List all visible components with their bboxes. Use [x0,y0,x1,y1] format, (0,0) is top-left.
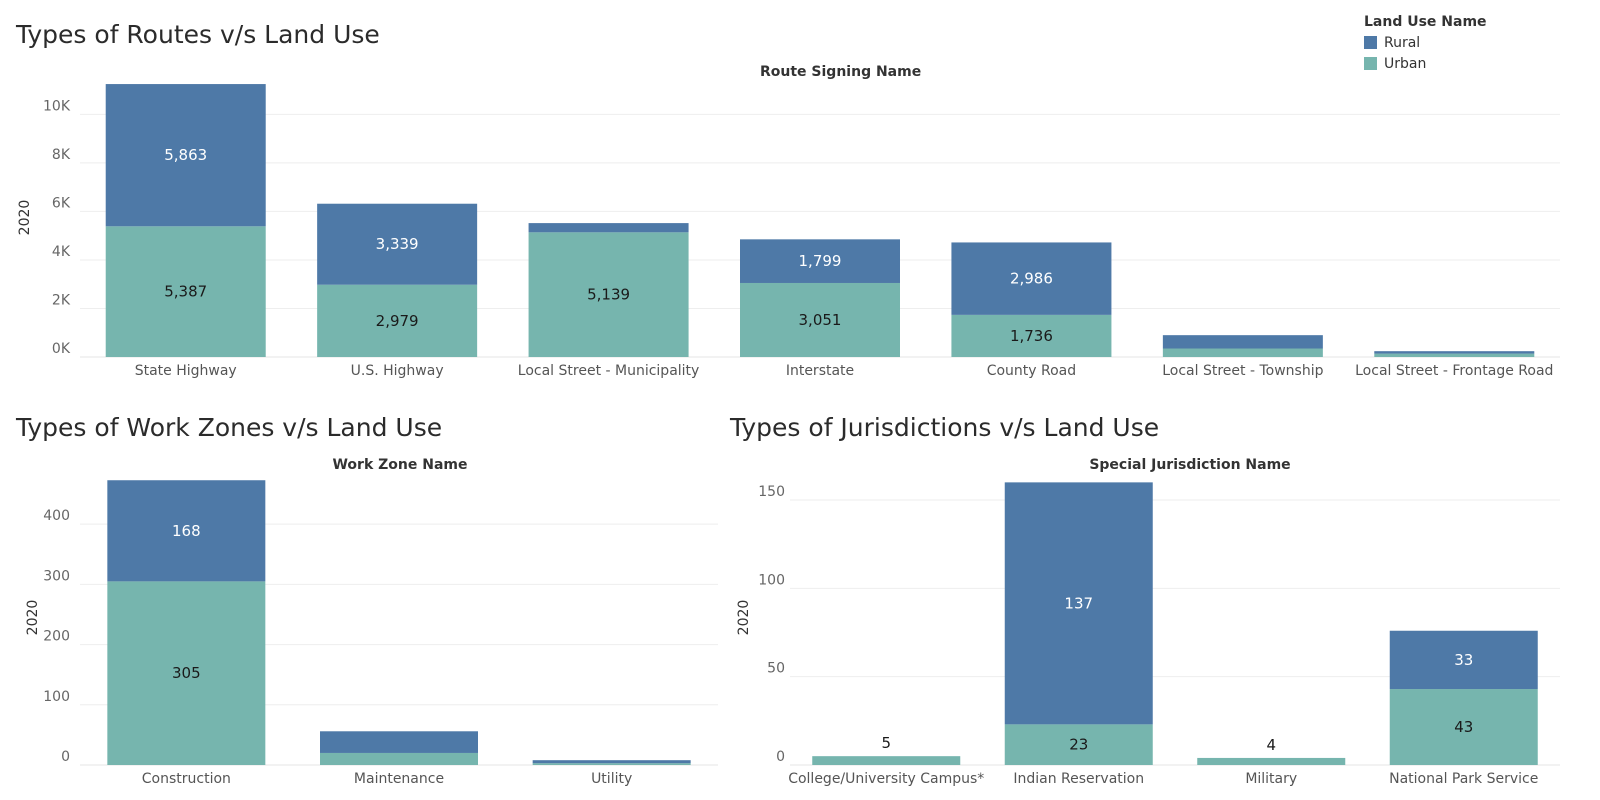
jurisdictions-category-label: National Park Service [1389,771,1538,787]
routes-category-label: Local Street - Municipality [518,363,700,379]
routes-bar-rural[interactable] [740,239,900,283]
workzones-ytick-label: 0 [61,749,70,765]
workzones-bar-rural[interactable] [320,731,478,753]
routes-column-header: Route Signing Name [760,64,922,80]
jurisdictions-category-label: College/University Campus* [788,771,984,787]
routes-category-label: County Road [987,363,1076,379]
routes-bar-rural[interactable] [951,242,1112,315]
workzones-category-label: Utility [591,771,632,787]
routes-category-label: Local Street - Frontage Road [1355,363,1553,379]
jurisdictions-ytick-label: 150 [758,484,785,500]
workzones-category-label: Construction [142,771,231,787]
jurisdictions-bar-rural[interactable] [1389,630,1538,690]
jurisdictions-ytick-label: 100 [758,572,785,588]
routes-bar-rural[interactable] [1162,335,1323,349]
workzones-bar-rural[interactable] [107,480,266,582]
jurisdictions-bar-urban[interactable] [1389,689,1538,765]
legend-label-urban: Urban [1384,55,1427,72]
legend-item-urban[interactable]: Urban [1364,53,1487,74]
jurisdictions-y-axis-title: 2020 [736,600,752,636]
routes-bar-urban[interactable] [1374,353,1535,357]
jurisdictions-data-label-urban: 43 [1454,718,1473,736]
workzones-data-label-urban: 305 [172,664,201,682]
workzones-bar-rural[interactable] [532,760,691,764]
jurisdictions-chart-title: Types of Jurisdictions v/s Land Use [730,413,1160,442]
jurisdictions-bar-urban[interactable] [812,756,961,765]
routes-category-label: State Highway [135,363,237,379]
jurisdictions-bar-rural[interactable] [1004,482,1153,725]
workzones-column-header: Work Zone Name [332,457,468,473]
jurisdictions-ytick-label: 50 [767,661,785,677]
routes-bar-rural[interactable] [105,84,266,227]
routes-ytick-label: 2K [52,292,71,308]
jurisdictions-data-label-rural: 137 [1064,594,1093,612]
routes-data-label-rural: 1,799 [799,252,842,270]
jurisdictions-bar-urban[interactable] [1197,757,1346,765]
routes-ytick-label: 8K [52,147,71,163]
routes-data-label-urban: 3,051 [799,311,842,329]
routes-data-label-rural: 5,863 [164,146,207,164]
routes-bar-urban[interactable] [1162,348,1323,357]
workzones-bar-urban[interactable] [107,581,266,765]
jurisdictions-category-label: Indian Reservation [1013,771,1144,787]
routes-category-label: U.S. Highway [351,363,444,379]
workzones-bar-urban[interactable] [320,752,478,765]
routes-bar-urban[interactable] [528,232,689,357]
jurisdictions-ytick-label: 0 [776,749,785,765]
routes-category-label: Interstate [786,363,854,379]
routes-data-label-urban: 2,979 [376,312,419,330]
legend-item-rural[interactable]: Rural [1364,32,1487,53]
routes-ytick-label: 0K [52,341,71,357]
workzones-data-label-rural: 168 [172,522,201,540]
workzones-ytick-label: 200 [43,629,70,645]
routes-ytick-label: 6K [52,195,71,211]
legend: Land Use Name Rural Urban [1364,14,1487,74]
routes-ytick-label: 4K [52,244,71,260]
legend-swatch-rural [1364,36,1377,49]
routes-chart-title: Types of Routes v/s Land Use [16,20,380,49]
routes-data-label-urban: 1,736 [1010,327,1053,345]
workzones-ytick-label: 300 [43,568,70,584]
legend-title: Land Use Name [1364,14,1487,30]
routes-data-label-urban: 5,387 [164,283,207,301]
workzones-y-axis-title: 2020 [25,600,41,636]
routes-data-label-rural: 2,986 [1010,270,1053,288]
routes-bar-urban[interactable] [951,314,1112,357]
routes-bar-urban[interactable] [105,226,266,357]
workzones-ytick-label: 100 [43,689,70,705]
routes-bar-urban[interactable] [740,282,900,357]
routes-data-label-urban: 5,139 [587,286,630,304]
routes-bar-rural[interactable] [1374,351,1535,354]
jurisdictions-bar-urban[interactable] [1004,724,1153,765]
jurisdictions-category-label: Military [1245,771,1297,787]
workzones-bar-urban[interactable] [532,763,691,765]
legend-label-rural: Rural [1384,34,1421,51]
jurisdictions-data-label-urban: 23 [1069,736,1088,754]
routes-data-label-rural: 3,339 [376,235,419,253]
jurisdictions-total-label: 5 [881,734,891,752]
jurisdictions-data-label-rural: 33 [1454,651,1473,669]
workzones-ytick-label: 400 [43,508,70,524]
jurisdictions-column-header: Special Jurisdiction Name [1089,457,1291,473]
workzones-chart-title: Types of Work Zones v/s Land Use [16,413,443,442]
routes-ytick-label: 10K [43,98,71,114]
routes-bar-urban[interactable] [317,284,478,357]
routes-category-label: Local Street - Township [1162,363,1323,379]
workzones-category-label: Maintenance [354,771,444,787]
jurisdictions-total-label: 4 [1266,736,1276,754]
routes-bar-rural[interactable] [317,203,478,285]
routes-bar-rural[interactable] [528,223,689,233]
legend-swatch-urban [1364,57,1377,70]
routes-y-axis-title: 2020 [17,200,33,236]
